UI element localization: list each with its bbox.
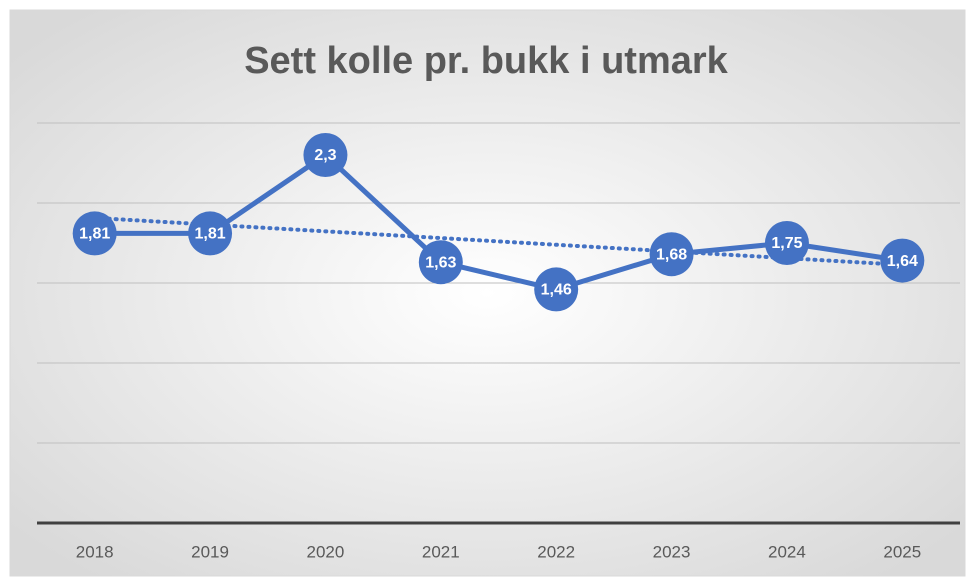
point: [764, 221, 809, 265]
x-tick-label: 2018: [76, 542, 114, 561]
point: [72, 211, 117, 256]
point: [880, 238, 925, 283]
point: [303, 133, 348, 177]
x-tick-label: 2021: [422, 542, 460, 561]
data-label: 1,81: [194, 226, 225, 243]
data-label: 1,63: [425, 254, 456, 271]
point: [534, 267, 579, 312]
data-label: 1,46: [541, 282, 572, 299]
x-tick-label: 2023: [653, 542, 691, 561]
x-tick-label: 2022: [537, 542, 575, 561]
point: [418, 240, 463, 285]
x-tick-label: 2019: [191, 542, 229, 561]
chart-area: [9, 9, 966, 577]
x-tick-label: 2024: [768, 542, 806, 561]
data-label: 1,68: [656, 246, 687, 263]
data-label: 1,81: [79, 226, 110, 243]
data-label: 2,3: [314, 147, 336, 164]
x-tick-label: 2025: [883, 542, 921, 561]
data-label: 1,75: [771, 235, 802, 252]
data-label: 1,64: [887, 253, 918, 270]
x-tick-label: 2020: [307, 542, 345, 561]
chart-title: Sett kolle pr. bukk i utmark: [244, 40, 728, 82]
point: [649, 232, 694, 277]
point: [188, 211, 233, 256]
